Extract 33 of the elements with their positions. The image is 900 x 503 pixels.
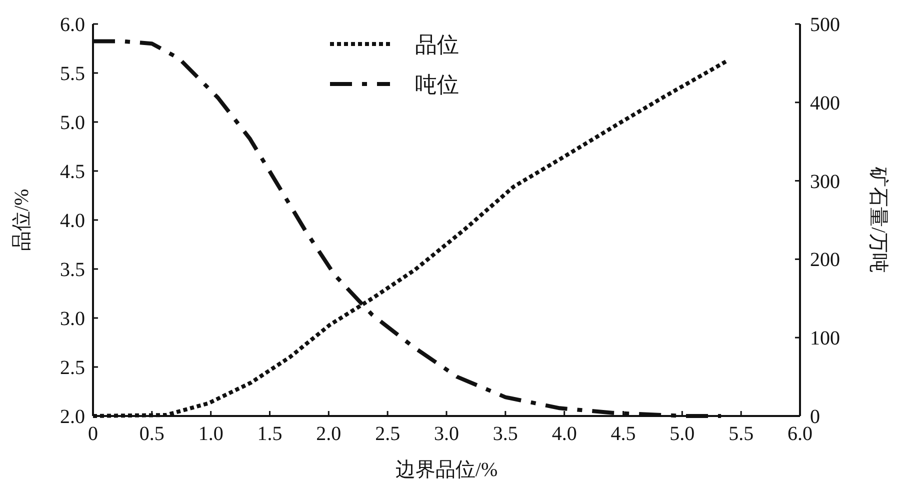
y-tick-label: 4.5 [60, 161, 85, 183]
y2-tick-label: 0 [810, 406, 820, 428]
x-tick-label: 1.5 [257, 423, 282, 445]
x-tick-label: 5.0 [670, 423, 695, 445]
x-tick-label: 4.5 [610, 423, 636, 445]
y2-tick-label: 100 [810, 328, 840, 350]
y-tick-label: 6.0 [60, 14, 85, 36]
x-tick-label: 0 [88, 423, 98, 445]
y2-tick-label: 200 [810, 249, 840, 272]
y2-tick-label: 400 [810, 92, 840, 114]
x-tick-label: 1.0 [198, 423, 224, 445]
y-tick-label: 4.0 [60, 210, 85, 232]
x-axis-title: 边界品位/% [395, 459, 498, 481]
y2-tick-label: 500 [810, 14, 840, 36]
x-tick-label: 3.5 [492, 423, 518, 445]
x-tick-label: 2.0 [316, 423, 342, 445]
y2-axis-title: 矿石量/万吨 [867, 166, 889, 273]
x-tick-label: 3.0 [434, 423, 459, 445]
legend-label: 吨位 [415, 72, 459, 97]
y-axis-title: 品位/% [11, 188, 33, 252]
y-tick-label: 2.0 [60, 406, 85, 428]
x-tick-label: 5.5 [728, 423, 754, 445]
x-tick-label: 6.0 [788, 423, 812, 445]
y-tick-label: 3.5 [60, 259, 85, 281]
x-tick-label: 0.5 [139, 423, 164, 445]
y-tick-label: 5.5 [60, 63, 85, 85]
y2-tick-label: 300 [810, 170, 840, 193]
y-tick-label: 3.0 [60, 308, 85, 330]
y-tick-label: 5.0 [60, 112, 85, 134]
y-tick-label: 2.5 [60, 357, 85, 379]
x-tick-label: 2.5 [375, 423, 400, 445]
legend-label: 品位 [415, 32, 459, 57]
x-tick-label: 4.0 [552, 423, 577, 445]
